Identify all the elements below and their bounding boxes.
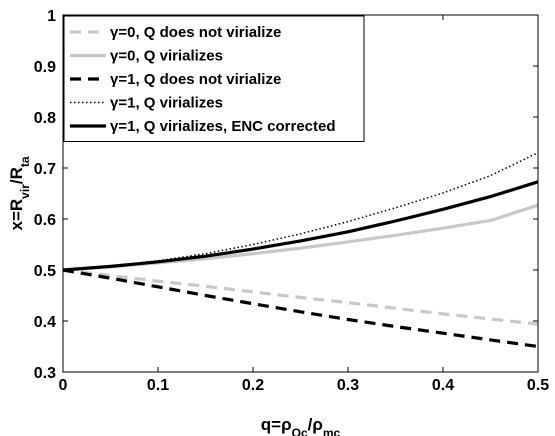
plot-area-frame — [62, 14, 539, 373]
legend-label-3: γ=1, Q does not virialize — [110, 71, 281, 88]
y-tick-label: 1 — [47, 8, 56, 25]
x-tick-label: 0.4 — [432, 377, 454, 394]
y-tick-label: 0.5 — [34, 263, 56, 280]
legend-label-4: γ=1, Q virializes — [110, 95, 223, 112]
x-tick-label: 0.2 — [242, 377, 264, 394]
series-line-1 — [62, 268, 539, 326]
legend-box — [63, 15, 365, 142]
legend-label-5: γ=1, Q virializes, ENC corrected — [110, 118, 336, 135]
series-line-5 — [62, 180, 539, 272]
y-axis-label: x=Rvir/Rta — [7, 156, 32, 230]
x-tick-label: 0 — [59, 377, 68, 394]
legend-label-1: γ=0, Q does not virialize — [110, 24, 281, 41]
y-tick-label: 0.8 — [34, 110, 56, 127]
x-tick-label: 0.3 — [337, 377, 359, 394]
x-axis-label: q=ρQc/ρmc — [261, 415, 341, 436]
series-line-3 — [62, 268, 539, 349]
y-tick-label: 0.3 — [34, 365, 56, 382]
y-tick-label: 0.9 — [34, 59, 56, 76]
x-tick-label: 0.1 — [147, 377, 169, 394]
axis-ticks: 0 0.1 0.2 0.3 0.4 0.5 0.3 0.4 0.5 0.6 0.7 0.8 0.9 1 — [34, 8, 549, 394]
y-tick-label: 0.6 — [34, 212, 56, 229]
series-lines — [62, 152, 539, 349]
y-tick-label: 0.7 — [34, 161, 56, 178]
legend: γ=0, Q does not virialize γ=0, Q virializ… — [63, 15, 365, 142]
x-tick-label: 0.5 — [527, 377, 549, 394]
legend-label-2: γ=0, Q virializes — [110, 48, 223, 65]
y-tick-label: 0.4 — [34, 314, 56, 331]
series-line-4 — [62, 152, 539, 271]
